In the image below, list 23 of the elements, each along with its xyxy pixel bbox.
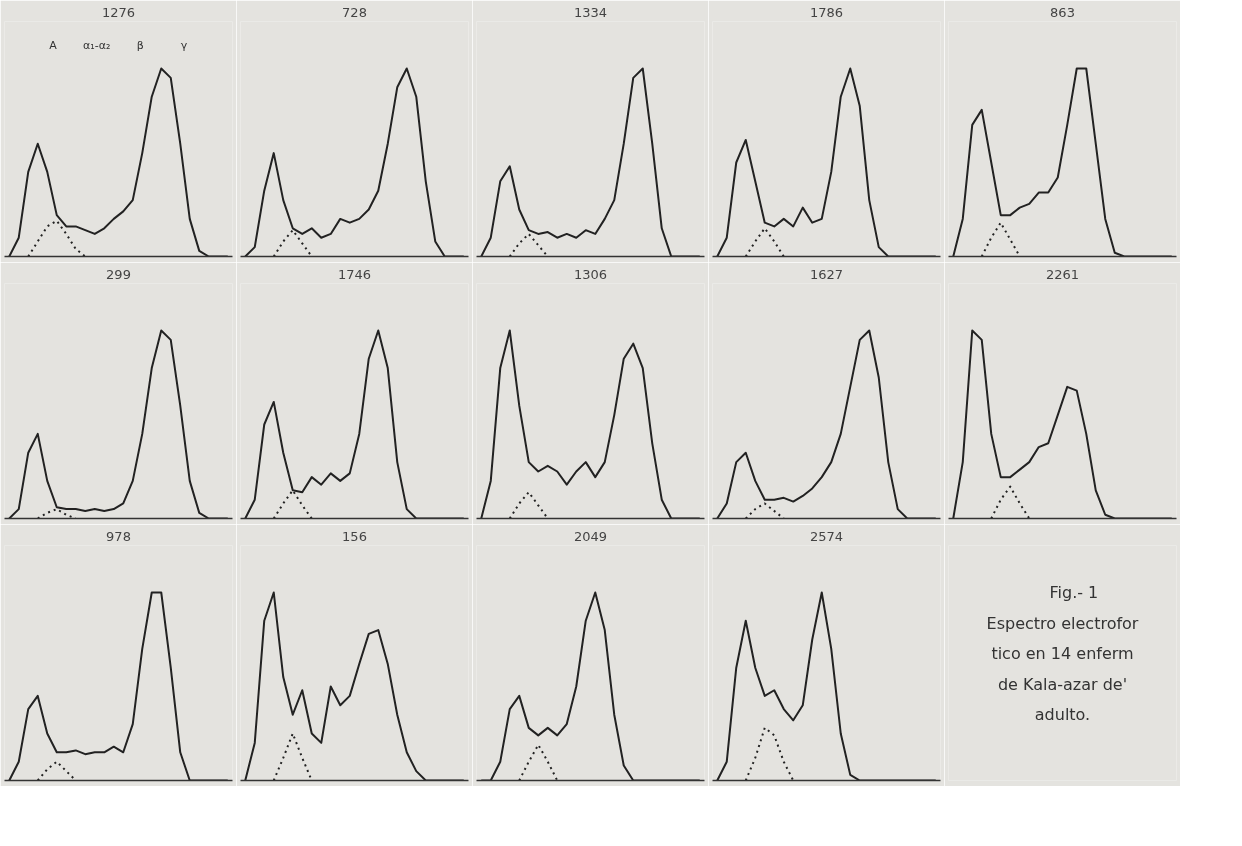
text: adulto. xyxy=(1034,705,1091,725)
chart-title: 728 xyxy=(342,4,367,20)
text: α₁-α₂ xyxy=(83,39,111,53)
chart-title: 1306 xyxy=(573,266,608,282)
chart-title: 156 xyxy=(342,528,367,544)
chart-title: 978 xyxy=(106,528,131,544)
text: Espectro electrofor xyxy=(986,613,1139,633)
chart-title: 1627 xyxy=(809,266,844,282)
chart-title: 1276 xyxy=(101,4,136,20)
chart-title: 1786 xyxy=(809,4,844,20)
text: β xyxy=(136,39,144,53)
chart-title: 1334 xyxy=(573,4,608,20)
text: A xyxy=(49,39,58,53)
text: de Kala-azar de' xyxy=(997,674,1128,694)
chart-title: 2049 xyxy=(573,528,608,544)
chart-title: 1746 xyxy=(337,266,372,282)
text: γ xyxy=(180,39,188,53)
text: tico en 14 enferm xyxy=(991,644,1134,664)
text: Fig.- 1 xyxy=(1049,583,1099,602)
chart-title: 863 xyxy=(1050,4,1075,20)
chart-title: 299 xyxy=(106,266,131,282)
chart-title: 2574 xyxy=(809,528,844,544)
chart-title: 2261 xyxy=(1045,266,1080,282)
